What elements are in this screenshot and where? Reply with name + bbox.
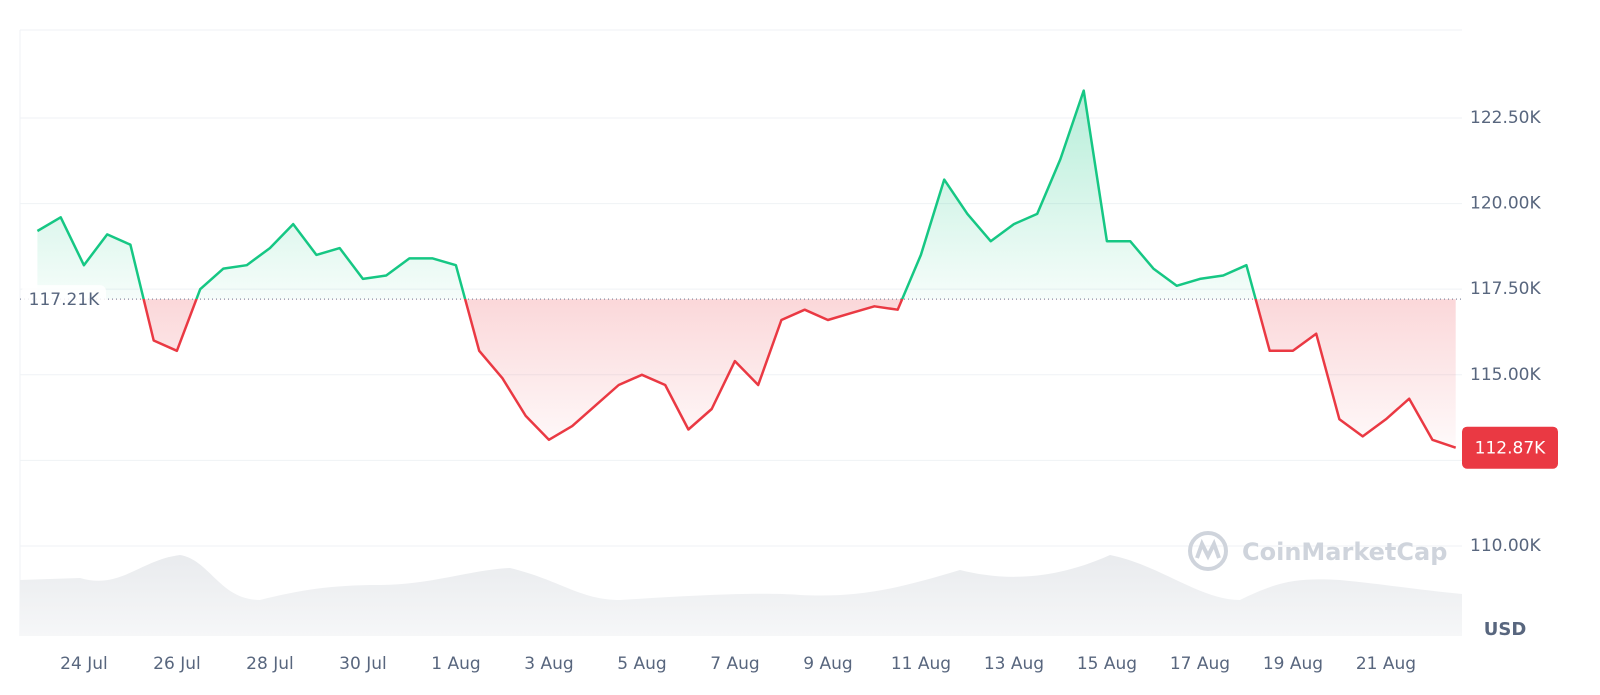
currency-label: USD <box>1484 619 1527 640</box>
area-fill <box>37 90 1456 448</box>
x-tick-label: 15 Aug <box>1077 654 1137 674</box>
last-price-label: 112.87K <box>1475 439 1546 459</box>
x-tick-label: 30 Jul <box>339 654 387 674</box>
x-tick-label: 11 Aug <box>891 654 951 674</box>
x-tick-label: 9 Aug <box>803 654 852 674</box>
x-tick-label: 19 Aug <box>1263 654 1323 674</box>
volume-area <box>20 555 1462 636</box>
x-tick-label: 13 Aug <box>984 654 1044 674</box>
y-tick-label: 110.00K <box>1470 536 1541 556</box>
y-tick-label: 117.50K <box>1470 279 1541 299</box>
x-tick-label: 7 Aug <box>710 654 759 674</box>
x-tick-label: 1 Aug <box>431 654 480 674</box>
y-tick-label: 122.50K <box>1470 108 1541 128</box>
x-tick-label: 28 Jul <box>246 654 294 674</box>
x-tick-label: 5 Aug <box>617 654 666 674</box>
watermark: CoinMarketCap <box>1188 531 1447 571</box>
watermark-text: CoinMarketCap <box>1242 538 1447 566</box>
x-tick-label: 3 Aug <box>524 654 573 674</box>
price-line <box>36 89 1457 449</box>
y-tick-label: 115.00K <box>1470 365 1541 385</box>
x-tick-label: 21 Aug <box>1356 654 1416 674</box>
x-tick-label: 17 Aug <box>1170 654 1230 674</box>
baseline-label: 117.21K <box>29 290 100 310</box>
y-tick-label: 120.00K <box>1470 194 1541 214</box>
x-tick-label: 26 Jul <box>153 654 201 674</box>
baseline-label-bg <box>22 285 106 314</box>
last-price-badge <box>1462 426 1558 469</box>
x-tick-label: 24 Jul <box>60 654 108 674</box>
